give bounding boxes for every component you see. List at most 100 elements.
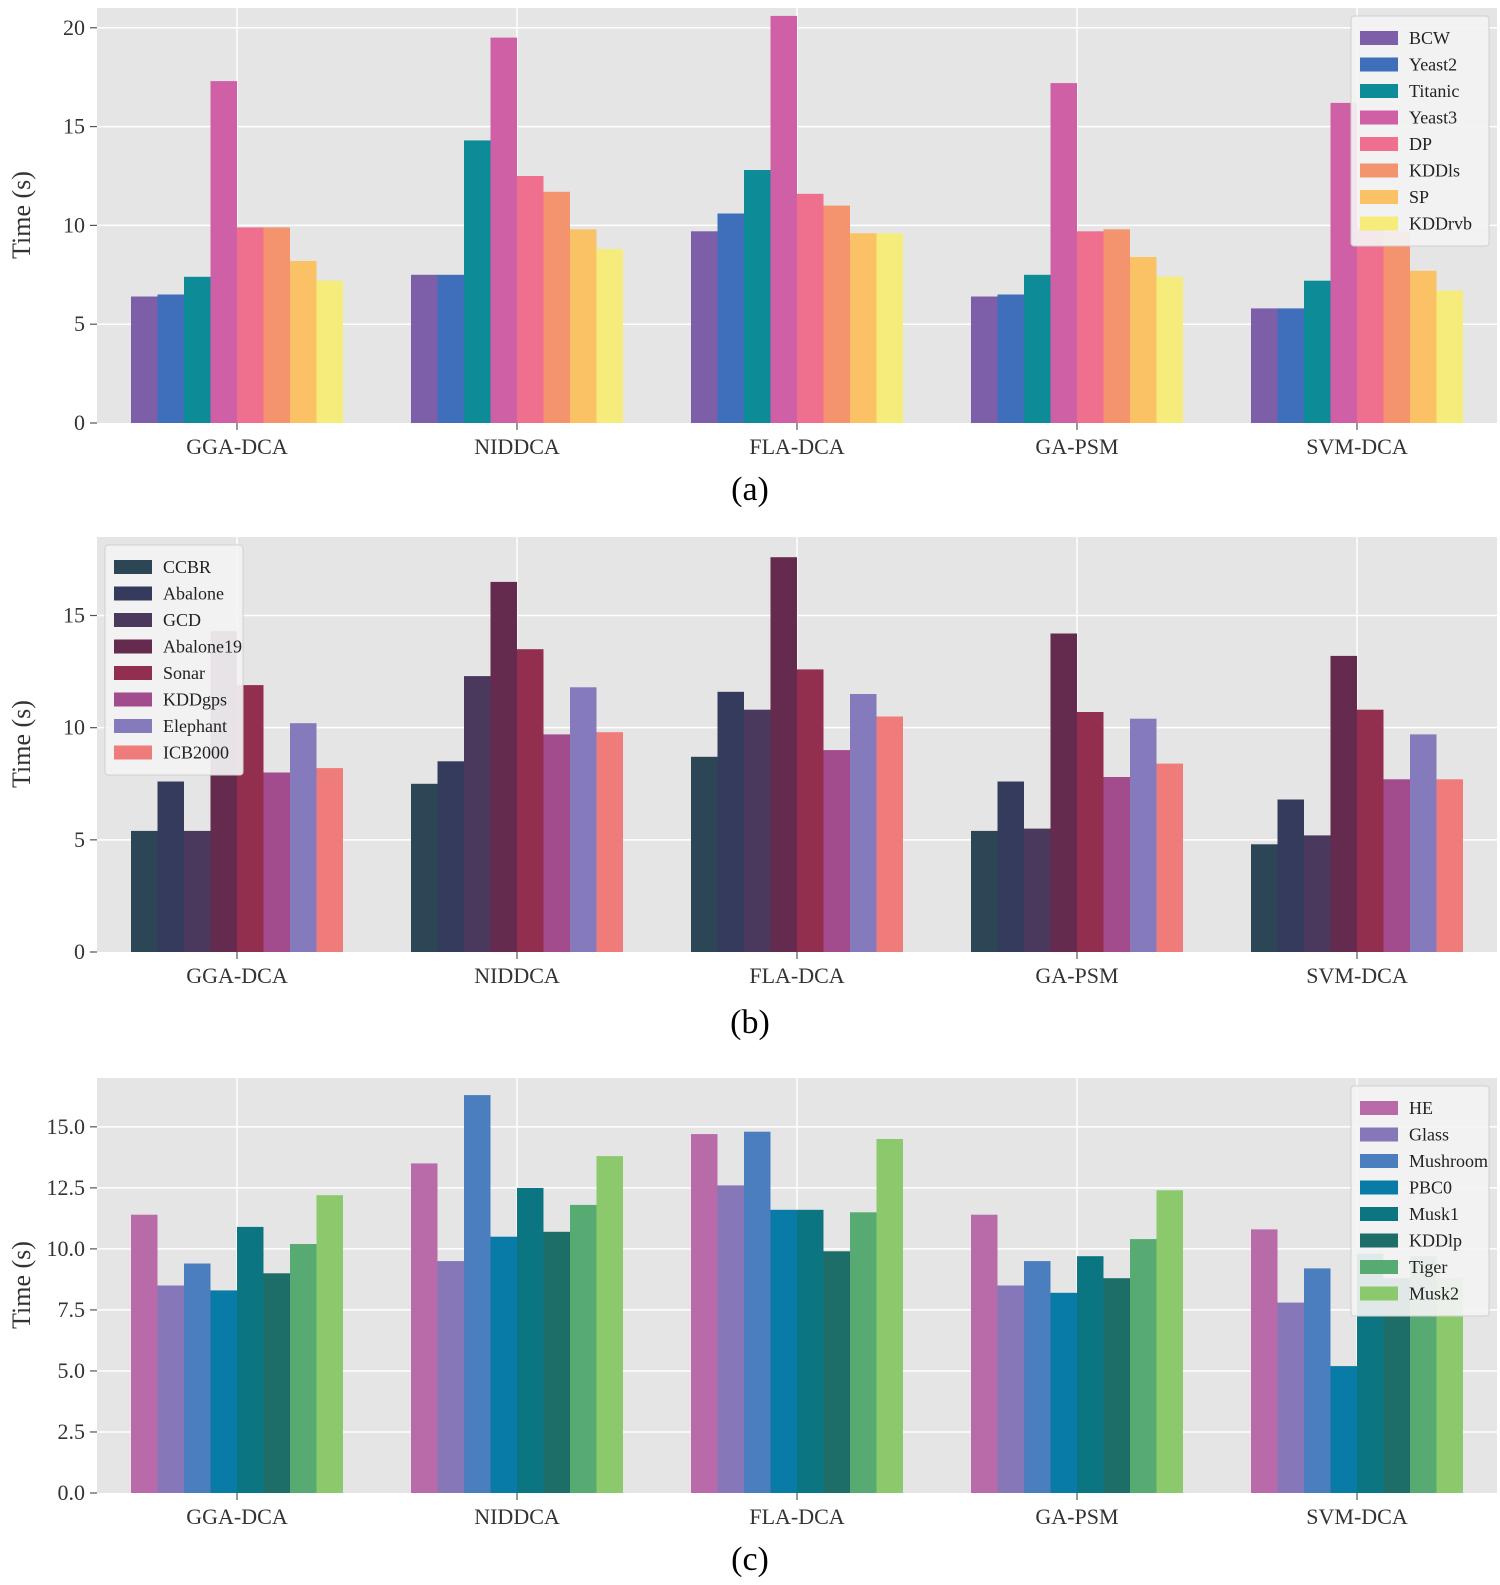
bar-kddlp (263, 1273, 290, 1493)
bar-icb2000 (876, 716, 903, 952)
bar-icb2000 (1156, 763, 1183, 952)
bar-glass (157, 1285, 184, 1493)
bar-titanic (1024, 274, 1051, 423)
bar-icb2000 (316, 768, 343, 952)
y-tick-label: 5.0 (58, 1358, 86, 1383)
bar-kddls (1103, 229, 1130, 423)
legend-label: KDDls (1409, 161, 1460, 181)
y-axis-label-a: Time (s) (7, 171, 36, 259)
bar-kddrvb (876, 233, 903, 423)
bar-musk2 (596, 1156, 623, 1493)
x-tick-label: GGA-DCA (186, 1504, 288, 1529)
legend-label: HE (1409, 1098, 1433, 1118)
bar-abalone (157, 781, 184, 952)
bar-icb2000 (596, 732, 623, 952)
bar-musk1 (237, 1226, 264, 1493)
bar-gcd (1024, 828, 1051, 952)
legend-label: Sonar (163, 663, 205, 683)
caption-c: (c) (731, 1541, 769, 1578)
bar-mushroom (1024, 1261, 1051, 1493)
bar-kddgps (1383, 779, 1410, 952)
legend-a: BCW Yeast2 Titanic Yeast3 DP KDDls SP KDDrvb (1350, 15, 1490, 247)
legend-box (1350, 1085, 1490, 1317)
legend-label: KDDgps (163, 690, 227, 710)
y-tick-labels-a: 0 5 10 15 20 (63, 15, 97, 435)
legend-label: KDDlp (1409, 1231, 1462, 1251)
legend-label: BCW (1409, 28, 1450, 48)
x-tick-label: GA-PSM (1035, 434, 1118, 459)
x-tick-labels-b: GGA-DCA NIDDCA FLA-DCA GA-PSM SVM-DCA (186, 952, 1408, 988)
bar-glass (437, 1261, 464, 1493)
caption-b: (b) (730, 1004, 770, 1041)
legend-label: Abalone (163, 584, 224, 604)
legend-c: HE Glass Mushroom PBC0 Musk1 KDDlp Tiger Musk2 (1350, 1085, 1490, 1317)
bar-bcw (971, 296, 998, 423)
legend-swatch (1360, 1180, 1398, 1195)
x-tick-label: SVM-DCA (1306, 963, 1408, 988)
bar-sonar (1357, 709, 1384, 952)
bar-he (971, 1214, 998, 1493)
bar-pbc0 (210, 1290, 237, 1493)
bar-abalone (437, 761, 464, 952)
x-tick-label: SVM-DCA (1306, 1504, 1408, 1529)
legend-label: Glass (1409, 1125, 1449, 1145)
bar-pbc0 (770, 1209, 797, 1493)
bar-sp (850, 233, 877, 423)
bar-sp (1130, 257, 1157, 423)
y-tick-label: 5 (74, 311, 85, 336)
bar-abalone (997, 781, 1024, 952)
bar-sonar (517, 649, 544, 952)
legend-swatch (1360, 84, 1398, 98)
bar-titanic (744, 170, 771, 423)
legend-swatch (1360, 31, 1398, 45)
legend-label: Tiger (1409, 1257, 1447, 1277)
bar-tiger (290, 1244, 317, 1493)
legend-label: Musk2 (1409, 1284, 1459, 1304)
bar-abalone (1277, 799, 1304, 952)
bar-abalone (717, 691, 744, 952)
legend-swatch (1360, 163, 1398, 178)
legend-label: ICB2000 (163, 743, 229, 763)
bar-musk2 (876, 1139, 903, 1493)
bar-kddls (1383, 231, 1410, 423)
bar-sp (1410, 270, 1437, 423)
bar-ccbr (411, 783, 438, 952)
bar-ccbr (971, 830, 998, 952)
x-tick-label: FLA-DCA (749, 1504, 844, 1529)
bar-musk2 (1156, 1190, 1183, 1493)
legend-swatch (114, 745, 152, 760)
bar-pbc0 (1330, 1366, 1357, 1493)
bar-he (691, 1134, 718, 1493)
x-tick-labels-c: GGA-DCA NIDDCA FLA-DCA GA-PSM SVM-DCA (186, 1493, 1408, 1529)
bar-pbc0 (490, 1236, 517, 1493)
bar-kddls (823, 205, 850, 423)
bar-titanic (1304, 280, 1331, 423)
y-tick-label: 15.0 (47, 1114, 86, 1139)
bar-kddgps (1103, 777, 1130, 952)
bar-yeast3 (210, 81, 237, 423)
y-tick-label: 10 (63, 715, 85, 740)
bar-musk1 (1077, 1256, 1104, 1493)
legend-label: PBC0 (1409, 1178, 1452, 1198)
legend-label: DP (1409, 134, 1432, 154)
legend-swatch (114, 692, 152, 707)
bar-musk2 (316, 1195, 343, 1493)
y-tick-label: 0.0 (58, 1480, 86, 1505)
bar-kddrvb (1436, 290, 1463, 423)
bar-titanic (464, 140, 491, 423)
x-tick-label: SVM-DCA (1306, 434, 1408, 459)
bar-sp (570, 229, 597, 423)
legend-label: Abalone19 (163, 637, 242, 657)
bar-dp (1077, 231, 1104, 423)
bar-glass (997, 1285, 1024, 1493)
x-tick-label: GGA-DCA (186, 434, 288, 459)
bar-yeast3 (770, 15, 797, 424)
bar-yeast3 (490, 37, 517, 423)
legend-label: Titanic (1409, 81, 1459, 101)
legend-swatch (1360, 190, 1398, 204)
bar-abalone19 (490, 581, 517, 952)
legend-swatch (1360, 1101, 1398, 1115)
x-tick-label: NIDDCA (474, 963, 560, 988)
bar-he (131, 1214, 158, 1493)
